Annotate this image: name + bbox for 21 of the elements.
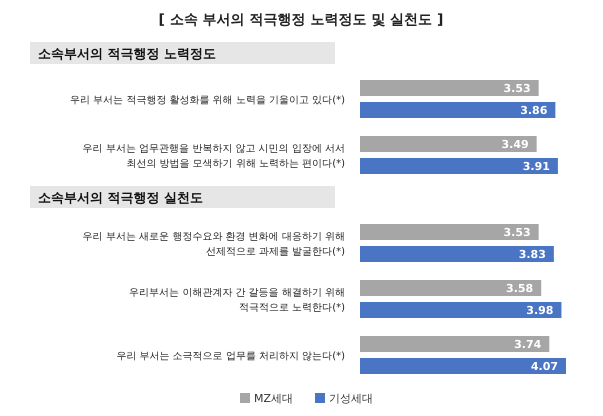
category: 우리 부서는 업무관행을 반복하지 않고 시민의 입장에 서서 최선의 방법을 모색하기 위해 노력하는 편이다(*) <box>82 144 345 170</box>
text: 소속부서의 적극행정 노력정도 <box>38 47 216 62</box>
plot: 소속부서의 적극행정 노력정도 우리 부서는 적극행정 활성화를 위해 노력을 기울이고 있다(*) 3.53 3.86 우리 부서는 업무관행을 반복하지 않고 시민의 입장에 서서 최선의 방법을 모색하기 위해 노력하는 편이다(*) 3.49 3.91 소속부서의 적극행정 실천도 우리 부서는 새로운 행정수요와 환경 변화에 대응하기 위해 선제적으로 과제를 발굴한다(*) 3.53 3.83 우리부서는 이해관계자 간 갈등을 해결하기 위해 적극적으로 노력한다(*) 3.58 3.98 우리 부서는 소극적으로 업무를 처리하지 않는다(*) 3.74 4.07 <box>30 42 566 374</box>
data-label: 3.74 <box>514 338 542 351</box>
category: 우리부서는 이해관계자 간 갈등을 해결하기 위해 적극적으로 노력한다(*) <box>129 288 345 314</box>
data-label: 4.07 <box>530 360 558 373</box>
data-label: 3.83 <box>518 248 546 261</box>
category: 우리 부서는 새로운 행정수요와 환경 변화에 대응하기 위해 선제적으로 과제를 발굴한다(*) <box>82 232 345 258</box>
category: 우리 부서는 적극행정 활성화를 위해 노력을 기울이고 있다(*) <box>70 95 345 106</box>
data-label: 3.53 <box>504 82 531 95</box>
data-label: 3.53 <box>504 226 531 239</box>
legend-label: MZ세대 <box>254 392 294 405</box>
data-label: 3.58 <box>506 282 534 295</box>
data-label: 3.91 <box>522 160 550 173</box>
legend-label: 기성세대 <box>329 392 373 405</box>
text: 소속부서의 적극행정 실천도 <box>38 191 204 206</box>
data-label: 3.98 <box>526 304 554 317</box>
category: 우리 부서는 소극적으로 업무를 처리하지 않는다(*) <box>116 351 345 362</box>
title: [ 소속 부서의 적극행정 노력정도 및 실천도 ] <box>158 12 444 28</box>
data-label: 3.86 <box>520 104 548 117</box>
data-label: 3.49 <box>502 138 529 151</box>
